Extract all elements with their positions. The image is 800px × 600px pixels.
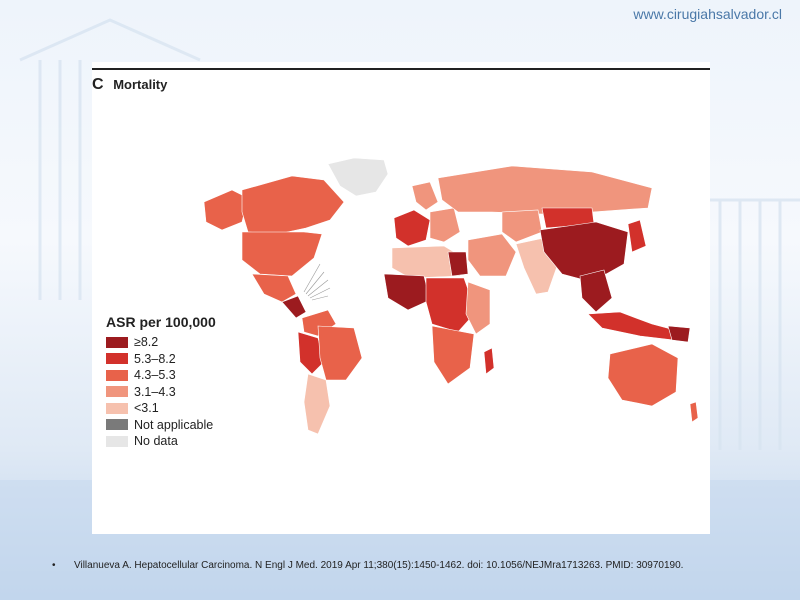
- region-western-europe: [393, 209, 431, 247]
- region-middle-east: [467, 233, 517, 277]
- region-russia: [437, 165, 653, 215]
- caribbean-callout: [303, 263, 331, 301]
- legend-item: Not applicable: [106, 417, 216, 434]
- region-mexico: [251, 273, 297, 303]
- region-alaska: [203, 189, 249, 231]
- legend-swatch: [106, 336, 128, 348]
- region-china: [539, 221, 629, 283]
- legend-item: ≥8.2: [106, 334, 216, 351]
- legend-label: 5.3–8.2: [134, 351, 176, 366]
- region-australia: [607, 343, 679, 407]
- citation-text: Villanueva A. Hepatocellular Carcinoma. …: [74, 560, 684, 571]
- legend-item: 4.3–5.3: [106, 367, 216, 384]
- legend-item: 3.1–4.3: [106, 384, 216, 401]
- legend-swatch: [106, 369, 128, 381]
- region-peru-bolivia: [297, 331, 325, 375]
- region-central-america: [281, 295, 307, 319]
- region-east-africa: [465, 281, 491, 335]
- citation-bullet: •: [52, 560, 56, 571]
- region-greenland: [327, 157, 389, 197]
- panel-title: C Mortality: [92, 76, 167, 94]
- region-west-africa: [383, 273, 431, 311]
- region-se-asia: [579, 269, 613, 313]
- region-scandinavia: [411, 181, 439, 211]
- region-north-africa: [391, 245, 465, 279]
- legend-swatch: [106, 419, 128, 431]
- region-png: [667, 325, 691, 343]
- site-url[interactable]: www.cirugiahsalvador.cl: [633, 6, 782, 22]
- panel-letter: C: [92, 76, 104, 93]
- legend-title: ASR per 100,000: [106, 314, 216, 330]
- region-southern-cone: [303, 373, 331, 435]
- legend-label: No data: [134, 434, 178, 449]
- legend-label: 3.1–4.3: [134, 384, 176, 399]
- legend-item: <3.1: [106, 400, 216, 417]
- region-egypt: [447, 251, 469, 277]
- legend-items: ≥8.2 5.3–8.2 4.3–5.3 3.1–4.3 <3.1 Not applica…: [106, 334, 216, 450]
- legend-swatch: [106, 353, 128, 365]
- world-map: [203, 157, 699, 435]
- figure-panel: C Mortality ASR per 100,000 ≥8.2 5.3–8.2 4…: [92, 62, 710, 534]
- legend-label: Not applicable: [134, 417, 214, 432]
- panel-top-rule: [92, 68, 710, 70]
- region-madagascar: [483, 347, 495, 375]
- region-southern-africa: [431, 325, 475, 385]
- legend-item: 5.3–8.2: [106, 351, 216, 368]
- region-new-zealand: [689, 401, 699, 423]
- region-central-asia: [501, 209, 543, 243]
- region-eastern-europe: [429, 207, 461, 243]
- region-brazil: [317, 325, 363, 381]
- legend-label: ≥8.2: [134, 335, 159, 350]
- legend-swatch: [106, 402, 128, 414]
- legend-item: No data: [106, 433, 216, 450]
- panel-title-text: Mortality: [113, 77, 168, 92]
- legend: ASR per 100,000 ≥8.2 5.3–8.2 4.3–5.3 3.1–4.…: [106, 314, 216, 450]
- legend-label: <3.1: [134, 401, 159, 416]
- citation: • Villanueva A. Hepatocellular Carcinoma.…: [52, 560, 772, 571]
- legend-swatch: [106, 386, 128, 398]
- legend-swatch: [106, 435, 128, 447]
- region-usa: [241, 231, 323, 277]
- region-korea-japan: [627, 219, 647, 253]
- legend-label: 4.3–5.3: [134, 368, 176, 383]
- region-canada: [241, 175, 345, 235]
